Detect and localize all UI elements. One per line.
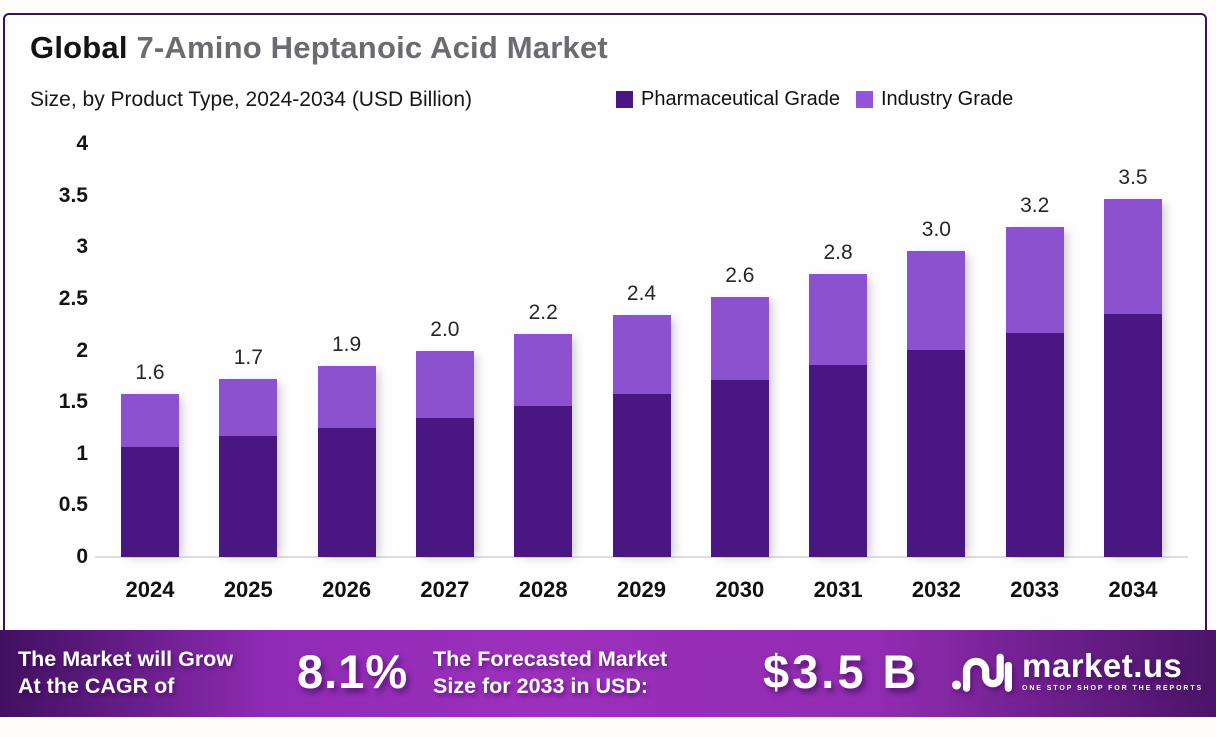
bar-group-2026 (317, 365, 376, 557)
x-axis-label-2032: 2032 (911, 577, 961, 602)
bar-segment-industry-2025 (219, 379, 278, 437)
y-axis-tick-label: 3 (76, 235, 88, 259)
bar-total-label-2031: 2.8 (823, 241, 853, 265)
bar-segment-industry-2028 (514, 333, 573, 407)
legend-label-industry: Industry Grade (880, 88, 1014, 110)
bar-segment-industry-2030 (710, 296, 769, 381)
brand-logo: market.us ONE STOP SHOP FOR THE REPORTS (952, 647, 1203, 693)
footer-banner: The Market will Grow At the CAGR of 8.1%… (0, 630, 1216, 717)
bar-segment-industry-2032 (907, 251, 966, 351)
bar-segment-industry-2033 (1005, 226, 1064, 333)
bar-total-label-2032: 3.0 (921, 218, 951, 242)
logo-text-column: market.us ONE STOP SHOP FOR THE REPORTS (1022, 649, 1203, 692)
bar-total-label-2026: 1.9 (331, 332, 362, 356)
bar-segment-pharmaceutical-2033 (1005, 332, 1064, 557)
bar-total-label-2030: 2.6 (725, 263, 755, 287)
bar-segment-industry-2031 (809, 274, 868, 365)
y-axis-tick-label: 2.5 (58, 286, 88, 310)
bar-total-label-2034: 3.5 (1118, 165, 1148, 189)
bar-segment-pharmaceutical-2029 (612, 393, 671, 557)
x-axis-label-2027: 2027 (420, 577, 470, 602)
bar-segment-pharmaceutical-2034 (1104, 314, 1162, 557)
legend-item-pharmaceutical: Pharmaceutical Grade (616, 88, 840, 111)
bar-group-2030 (710, 296, 769, 557)
title-primary: Global (30, 30, 128, 65)
chart-subtitle: Size, by Product Type, 2024-2034 (USD Bi… (30, 88, 473, 111)
bar-group-2031 (809, 274, 868, 557)
logo-tagline: ONE STOP SHOP FOR THE REPORTS (1022, 684, 1204, 692)
x-axis-label-2024: 2024 (125, 577, 175, 602)
cagr-value: 8.1% (297, 645, 409, 698)
bar-segment-industry-2024 (121, 393, 179, 447)
x-axis-label-2029: 2029 (617, 577, 666, 602)
bar-group-2024 (121, 393, 179, 557)
y-axis-tick-label: 0.5 (58, 493, 88, 517)
bar-segment-pharmaceutical-2024 (121, 446, 179, 557)
y-axis-tick-label: 4 (76, 132, 88, 155)
legend: Pharmaceutical Grade Industry Grade (616, 88, 1013, 111)
bar-segment-pharmaceutical-2025 (219, 436, 278, 557)
title-secondary: 7-Amino Heptanoic Acid Market (127, 30, 608, 65)
x-axis-label-2028: 2028 (518, 577, 568, 602)
bar-segment-industry-2034 (1104, 198, 1162, 315)
cagr-label-line1: The Market will Grow (18, 647, 234, 671)
forecast-value: $3.5 B (763, 645, 920, 698)
bar-total-label-2033: 3.2 (1020, 193, 1050, 217)
bar-group-2028 (514, 333, 573, 557)
logo-text: market.us (1022, 646, 1183, 684)
bar-group-2032 (907, 251, 966, 557)
x-axis-label-2025: 2025 (223, 577, 273, 602)
bar-segment-pharmaceutical-2032 (907, 350, 966, 557)
bar-group-2033 (1005, 226, 1064, 557)
forecast-label-line1: The Forecasted Market (433, 647, 668, 671)
x-axis-label-2034: 2034 (1108, 577, 1158, 602)
y-axis-tick-label: 3.5 (58, 183, 88, 207)
legend-swatch-pharmaceutical-icon (616, 91, 633, 108)
bar-group-2025 (219, 379, 278, 557)
forecast-label-line2: Size for 2033 in USD: (433, 674, 649, 698)
bar-total-label-2024: 1.6 (135, 360, 165, 384)
bar-group-2029 (612, 315, 671, 557)
bar-group-2027 (415, 350, 474, 558)
y-axis-tick-label: 1 (76, 441, 88, 465)
y-axis-tick-label: 0 (76, 545, 88, 568)
bar-segment-pharmaceutical-2030 (710, 380, 769, 557)
page-title: Global 7-Amino Heptanoic Acid Market (30, 30, 608, 66)
cagr-label: The Market will Grow At the CAGR of (18, 646, 233, 700)
x-axis-label-2033: 2033 (1010, 577, 1060, 602)
bar-segment-industry-2027 (415, 350, 474, 418)
x-axis-label-2031: 2031 (813, 577, 863, 602)
legend-swatch-industry-icon (855, 91, 873, 108)
bar-segment-industry-2026 (317, 365, 376, 428)
cagr-label-line2: At the CAGR of (18, 674, 175, 698)
bar-total-label-2027: 2.0 (430, 317, 460, 341)
x-axis-label-2026: 2026 (322, 577, 372, 602)
bar-group-2034 (1104, 198, 1162, 557)
y-axis-tick-label: 1.5 (58, 390, 88, 414)
bar-segment-pharmaceutical-2031 (809, 364, 868, 557)
bar-segment-industry-2029 (612, 315, 671, 394)
y-axis-tick-label: 2 (76, 338, 88, 362)
bar-segment-pharmaceutical-2026 (317, 427, 376, 557)
bar-segment-pharmaceutical-2028 (514, 406, 573, 557)
market-us-logo-icon (952, 653, 1012, 692)
x-axis-baseline (95, 556, 1188, 558)
legend-item-industry: Industry Grade (855, 88, 1014, 111)
bar-total-label-2028: 2.2 (528, 300, 558, 324)
legend-label-pharmaceutical: Pharmaceutical Grade (641, 88, 840, 110)
x-axis-label-2030: 2030 (715, 577, 765, 602)
bar-total-label-2029: 2.4 (626, 282, 657, 306)
bar-segment-pharmaceutical-2027 (415, 417, 474, 557)
forecast-label: The Forecasted Market Size for 2033 in U… (433, 646, 667, 700)
bar-total-label-2025: 1.7 (233, 346, 263, 370)
